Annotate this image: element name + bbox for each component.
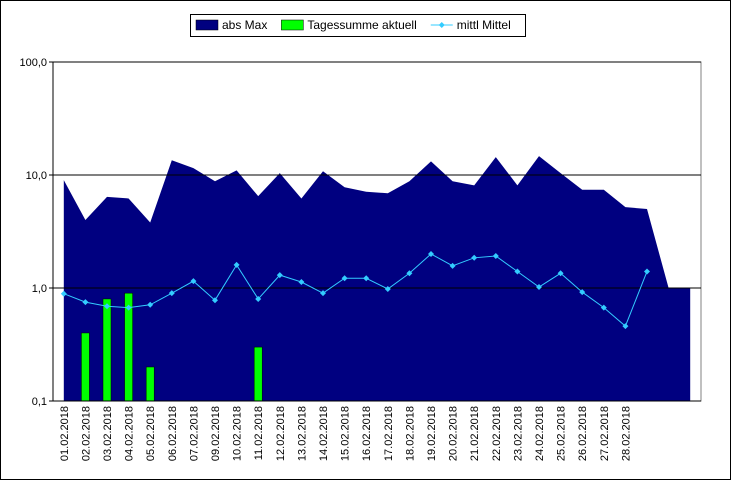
marker <box>449 262 456 269</box>
x-tick-label: 15.02.2018 <box>340 406 352 461</box>
marker <box>600 304 607 311</box>
x-tick-label: 24.02.2018 <box>534 406 546 461</box>
x-tick-label: 06.02.2018 <box>167 406 179 461</box>
x-tick-label: 23.02.2018 <box>512 406 524 461</box>
marker <box>212 297 218 304</box>
x-tick-label: 13.02.2018 <box>296 406 308 461</box>
x-tick-label: 27.02.2018 <box>599 406 611 461</box>
marker <box>557 270 564 277</box>
marker <box>60 290 67 297</box>
marker <box>428 250 434 257</box>
x-tick-label: 10.02.2018 <box>232 406 244 461</box>
x-tick-label: 21.02.2018 <box>469 406 481 461</box>
x-tick-label: 28.02.2018 <box>620 406 632 461</box>
marker <box>233 261 240 268</box>
bar <box>81 332 90 402</box>
x-tick-label: 17.02.2018 <box>383 406 395 461</box>
marker <box>341 275 348 282</box>
marker <box>125 304 132 311</box>
x-tick-label: 14.02.2018 <box>318 406 330 461</box>
x-tick-label: 02.02.2018 <box>80 406 92 461</box>
x-tick-label: 20.02.2018 <box>448 406 460 461</box>
y-tick-label: 100,0 <box>19 57 47 69</box>
marker <box>644 268 650 275</box>
y-tick-label: 10,0 <box>26 170 47 182</box>
legend-swatch <box>195 19 219 31</box>
x-tick-label: 16.02.2018 <box>361 406 373 461</box>
x-tick-label: 18.02.2018 <box>404 406 416 461</box>
marker <box>471 254 478 261</box>
x-tick-label: 05.02.2018 <box>145 406 157 461</box>
marker <box>255 295 262 302</box>
marker <box>298 279 305 286</box>
x-tick-label: 26.02.2018 <box>577 406 589 461</box>
legend-swatch <box>281 19 304 31</box>
legend-label: abs Max <box>222 18 267 32</box>
x-tick-label: 09.02.2018 <box>210 406 222 461</box>
bar <box>145 366 155 402</box>
marker <box>384 285 391 292</box>
x-tick-label: 11.02.2018 <box>253 406 265 460</box>
area <box>63 156 691 401</box>
marker <box>406 270 413 277</box>
marker <box>168 290 175 297</box>
legend-swatch <box>438 22 445 28</box>
legend-label: Tagessumme aktuell <box>307 18 416 32</box>
marker <box>514 268 521 275</box>
y-tick-label: 0,1 <box>32 396 47 408</box>
x-tick-label: 22.02.2018 <box>491 406 503 461</box>
legend-box <box>190 14 526 37</box>
x-tick-label: 01.02.2018 <box>59 406 71 461</box>
line <box>63 253 648 327</box>
marker <box>276 272 283 279</box>
marker <box>82 299 89 306</box>
x-tick-label: 03.02.2018 <box>102 406 114 461</box>
marker <box>363 275 370 282</box>
legend-label: mittl Mittel <box>457 18 511 32</box>
marker <box>622 323 629 330</box>
x-tick-label: 12.02.2018 <box>275 406 287 461</box>
y-tick-label: 1,0 <box>32 283 47 295</box>
x-tick-label: 04.02.2018 <box>124 406 136 461</box>
marker <box>190 278 197 285</box>
marker <box>320 290 326 297</box>
x-tick-label: 25.02.2018 <box>556 406 568 461</box>
marker <box>104 303 110 310</box>
marker <box>536 284 542 291</box>
bar <box>253 346 263 402</box>
x-tick-label: 19.02.2018 <box>426 406 438 461</box>
bar <box>102 298 112 402</box>
x-tick-label: 07.02.2018 <box>188 406 200 461</box>
marker <box>579 289 586 296</box>
marker <box>492 252 499 259</box>
marker <box>147 301 154 308</box>
